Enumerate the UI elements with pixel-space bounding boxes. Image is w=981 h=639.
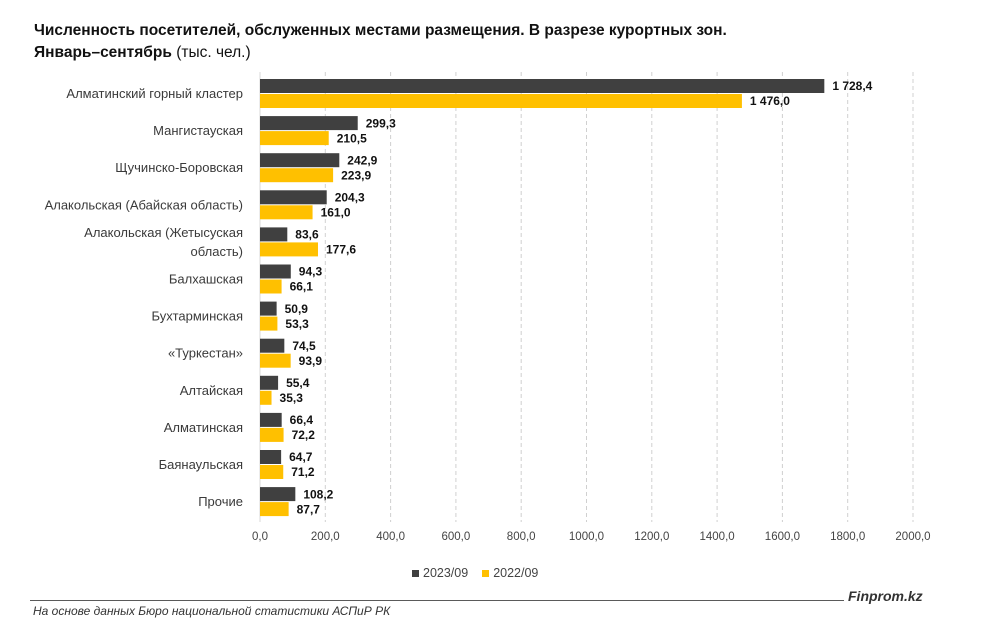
- x-tick-label: 800,0: [507, 531, 536, 543]
- x-tick-label: 400,0: [376, 531, 405, 543]
- x-tick-label: 1800,0: [830, 531, 865, 543]
- value-label: 87,7: [297, 502, 321, 516]
- value-label: 94,3: [299, 265, 323, 279]
- x-tick-label: 600,0: [442, 531, 471, 543]
- value-label: 161,0: [321, 206, 351, 220]
- value-label: 74,5: [292, 339, 316, 353]
- value-label: 55,4: [286, 376, 310, 390]
- bar-2023-09-3: [260, 190, 327, 205]
- x-tick-label: 1200,0: [634, 531, 669, 543]
- x-tick-label: 200,0: [311, 531, 340, 543]
- value-label: 177,6: [326, 243, 356, 257]
- category-label: Баянаульская: [159, 457, 243, 472]
- title-unit: (тыс. чел.): [176, 44, 251, 61]
- value-label: 1 728,4: [832, 79, 872, 93]
- bar-2022-09-9: [260, 427, 284, 442]
- category-label: Прочие: [198, 494, 243, 509]
- x-tick-label: 1400,0: [700, 531, 735, 543]
- legend-swatch-2022: [482, 569, 490, 577]
- value-label: 35,3: [280, 391, 304, 405]
- category-label: Алматинский горный кластер: [66, 86, 243, 101]
- source-note: На основе данных Бюро национальной стати…: [33, 604, 391, 618]
- legend: 2023/09 2022/09: [412, 566, 538, 580]
- value-label: 66,1: [290, 280, 314, 294]
- value-label: 83,6: [295, 228, 319, 242]
- bar-2023-09-0: [260, 79, 825, 93]
- value-label: 50,9: [285, 302, 309, 316]
- value-label: 1 476,0: [750, 94, 790, 108]
- bar-2023-09-10: [260, 450, 282, 464]
- data-labels: 1 728,41 476,0299,3210,5242,9223,9204,31…: [280, 79, 873, 516]
- category-label: Алакольская (Жетысуская: [84, 225, 243, 240]
- category-label: Щучинско-Боровская: [115, 160, 243, 175]
- value-label: 93,9: [299, 354, 323, 368]
- category-label: Алакольская (Абайская область): [45, 197, 243, 212]
- category-label: Бухтарминская: [152, 309, 244, 324]
- bar-2022-09-4: [260, 242, 318, 257]
- x-tick-label: 2000,0: [895, 531, 930, 543]
- bar-2023-09-1: [260, 116, 358, 131]
- x-tick-label: 0,0: [252, 531, 268, 543]
- x-tick-label: 1000,0: [569, 531, 604, 543]
- x-tick-label: 1600,0: [765, 531, 800, 543]
- bar-2022-09-2: [260, 168, 334, 183]
- category-label: Алматинская: [164, 420, 243, 435]
- bar-chart: 1 728,41 476,0299,3210,5242,9223,9204,31…: [45, 72, 931, 543]
- title-line-1: Численность посетителей, обслуженных мес…: [34, 22, 727, 39]
- brand-logo-text: Finprom.kz: [848, 588, 923, 604]
- footer-divider: [30, 600, 844, 601]
- bar-2022-09-6: [260, 316, 278, 331]
- gridlines: [259, 72, 914, 522]
- value-label: 53,3: [285, 317, 309, 331]
- bar-2022-09-0: [260, 94, 742, 108]
- category-labels: Алматинский горный кластер Мангистауская Щ…: [45, 86, 243, 509]
- bar-2022-09-3: [260, 205, 313, 220]
- bar-2022-09-10: [260, 465, 284, 479]
- category-label: Алтайская: [180, 383, 243, 398]
- bar-2023-09-8: [260, 375, 279, 390]
- value-label: 242,9: [347, 153, 377, 167]
- value-label: 299,3: [366, 116, 396, 130]
- bar-2023-09-7: [260, 338, 285, 353]
- legend-item-2023: 2023/09: [412, 566, 468, 580]
- bar-2022-09-11: [260, 502, 289, 517]
- category-label: область): [191, 244, 243, 259]
- value-label: 210,5: [337, 131, 367, 145]
- legend-label-2023: 2023/09: [423, 566, 469, 580]
- category-label: «Туркестан»: [168, 346, 243, 361]
- bar-2023-09-11: [260, 487, 296, 502]
- legend-item-2022: 2022/09: [482, 566, 538, 580]
- category-label: Мангистауская: [153, 123, 243, 138]
- bar-2022-09-5: [260, 279, 282, 294]
- title-period: Январь–сентябрь: [34, 44, 172, 61]
- bars: [260, 79, 825, 517]
- value-label: 204,3: [335, 191, 365, 205]
- bar-2022-09-8: [260, 390, 272, 405]
- value-label: 71,2: [291, 465, 315, 479]
- bar-2023-09-5: [260, 264, 291, 279]
- x-axis-ticks: 0,0 200,0 400,0 600,0 800,0 1000,0 1200,0 1400,…: [252, 531, 931, 543]
- legend-swatch-2023: [412, 569, 419, 577]
- value-label: 72,2: [292, 428, 316, 442]
- bar-2022-09-1: [260, 131, 329, 146]
- value-label: 108,2: [303, 487, 333, 501]
- value-label: 223,9: [341, 168, 371, 182]
- value-label: 64,7: [289, 450, 313, 464]
- bar-2023-09-4: [260, 227, 288, 242]
- bar-2023-09-6: [260, 301, 277, 316]
- legend-label-2022: 2022/09: [493, 566, 539, 580]
- chart-title: Численность посетителей, обслуженных мес…: [34, 20, 934, 64]
- bar-2023-09-9: [260, 412, 282, 427]
- value-label: 66,4: [290, 413, 314, 427]
- category-label: Балхашская: [169, 272, 243, 287]
- title-line-2: Январь–сентябрь (тыс. чел.): [34, 42, 934, 64]
- bar-2022-09-7: [260, 353, 291, 368]
- bar-2023-09-2: [260, 153, 340, 168]
